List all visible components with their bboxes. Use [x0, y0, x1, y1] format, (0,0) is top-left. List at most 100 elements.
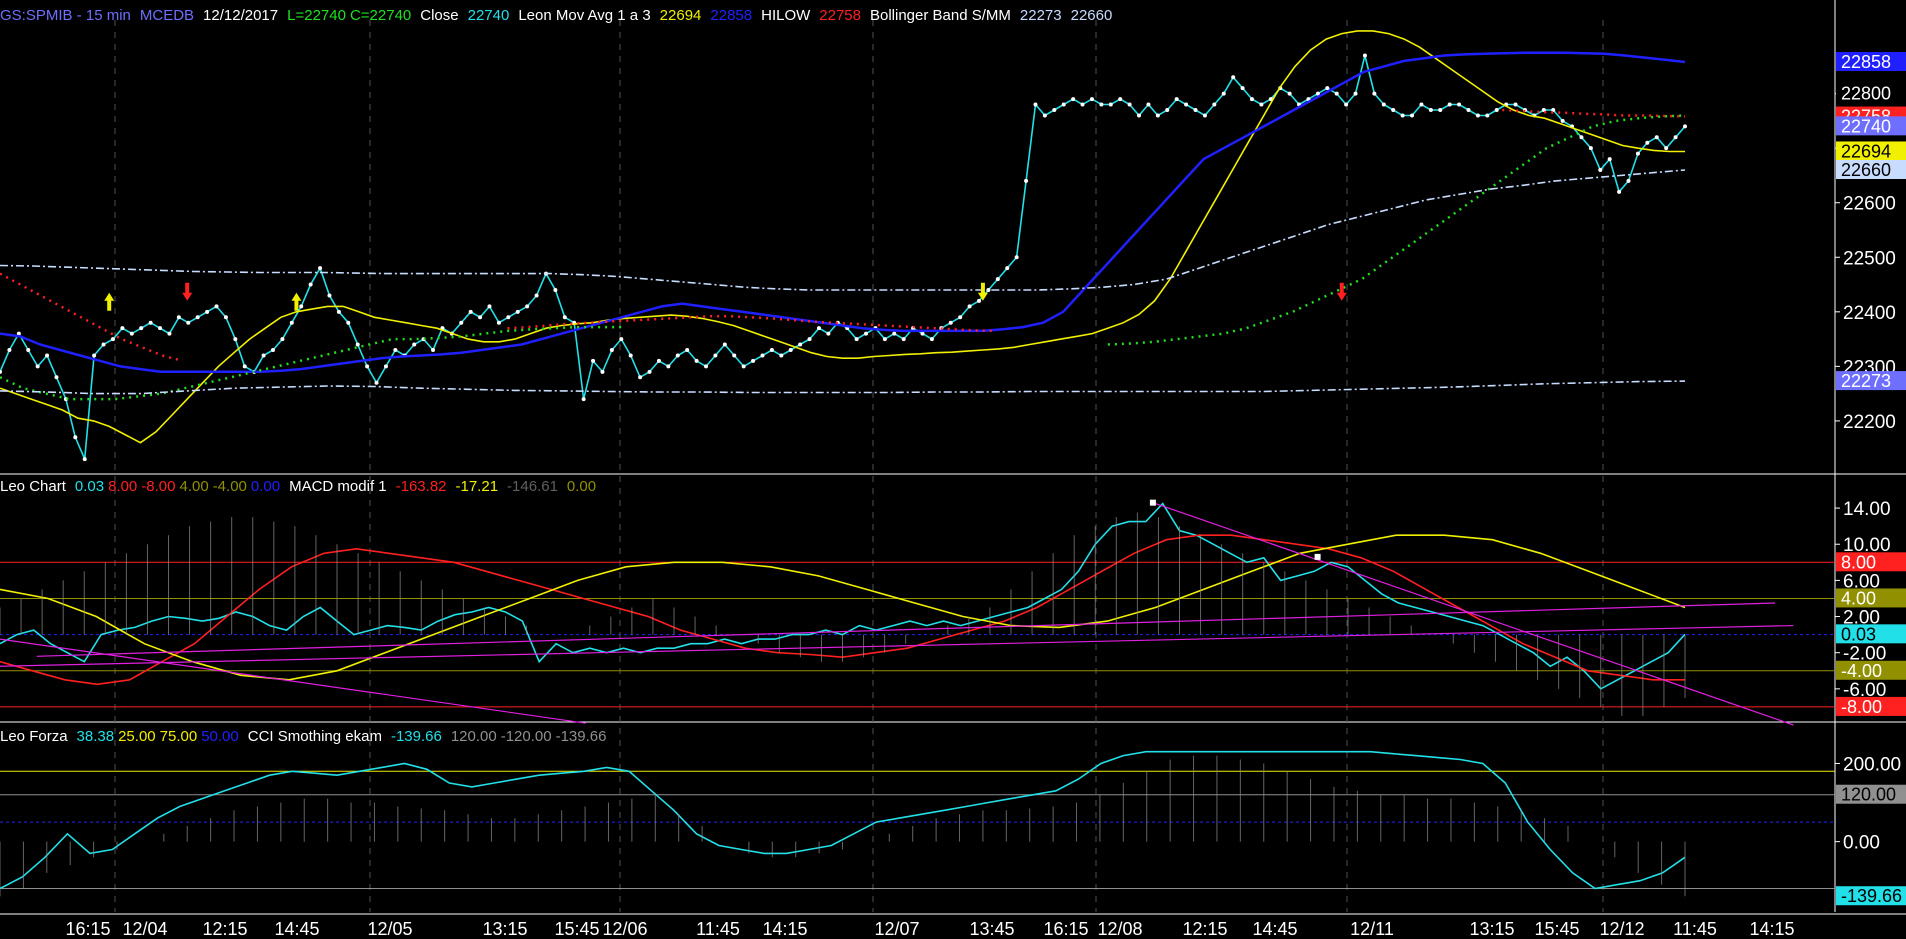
- value-badge-label: 22273: [1841, 371, 1891, 391]
- value-badge-label: -139.66: [1841, 886, 1902, 906]
- data-point: [1042, 113, 1047, 118]
- data-point: [1344, 102, 1349, 107]
- x-tick-label: 12/04: [122, 919, 167, 939]
- axis-tick-label: 22400: [1843, 303, 1896, 324]
- axis-tick-label: -6.00: [1843, 680, 1886, 701]
- data-point: [892, 331, 897, 336]
- legend-item: GS:SPMIB - 15 min: [0, 7, 131, 24]
- data-point: [1155, 113, 1160, 118]
- data-point: [176, 315, 181, 320]
- axis-tick-label: 2.00: [1843, 608, 1880, 629]
- data-point: [1334, 91, 1339, 96]
- value-badge-label: -4.00: [1841, 661, 1882, 681]
- legend-item: L=22740: [287, 7, 346, 24]
- data-point: [1061, 102, 1066, 107]
- x-tick-label: 12/05: [367, 919, 412, 939]
- data-point: [1607, 157, 1612, 162]
- data-point: [186, 320, 191, 325]
- sell-arrow-icon: [182, 282, 193, 301]
- data-point: [798, 342, 803, 347]
- legend-item: 50.00: [201, 728, 239, 745]
- data-point: [1560, 118, 1565, 123]
- data-point: [1673, 135, 1678, 140]
- x-tick-label: 13:15: [482, 919, 527, 939]
- data-point: [1127, 102, 1132, 107]
- data-point: [1645, 140, 1650, 145]
- x-tick-label: 14:45: [274, 919, 319, 939]
- data-point: [374, 380, 379, 385]
- legend-item: C=22740: [349, 7, 412, 24]
- data-point: [1005, 266, 1010, 271]
- data-point: [158, 326, 163, 331]
- data-point: [685, 348, 690, 352]
- data-point: [289, 320, 294, 325]
- legend-item: 22740: [467, 7, 510, 24]
- legend-item: -17.21: [455, 478, 499, 495]
- data-point: [129, 331, 134, 336]
- legend-item: 22660: [1070, 7, 1113, 24]
- data-point: [788, 348, 793, 352]
- axis-tick-label: 6.00: [1843, 571, 1880, 592]
- data-point: [1381, 102, 1386, 107]
- data-point: [54, 375, 59, 380]
- data-point: [346, 320, 351, 325]
- data-point: [110, 337, 115, 342]
- legend-item: Bollinger Band S/MM: [870, 7, 1011, 24]
- x-tick-label: 16:15: [1043, 919, 1088, 939]
- data-point: [609, 348, 614, 352]
- data-point: [214, 304, 219, 309]
- legend-item: Leo Chart: [0, 478, 66, 495]
- legend-item: 22273: [1019, 7, 1062, 24]
- data-point: [1410, 113, 1415, 118]
- trendline: [1152, 502, 1794, 726]
- legend-item: CCI Smothing ekam: [247, 728, 382, 745]
- data-point: [628, 353, 633, 358]
- series-line: [0, 114, 1686, 401]
- data-point: [1165, 108, 1170, 112]
- price-panel-legend: GS:SPMIB - 15 min MCEDB 12/12/2017 L=22740 C…: [0, 6, 1121, 26]
- legend-item: 4.00: [179, 478, 209, 495]
- trendline: [0, 638, 586, 724]
- data-point: [807, 337, 812, 342]
- data-point: [1475, 113, 1480, 118]
- data-point: [948, 320, 953, 325]
- x-tick-label: 13:15: [1469, 919, 1514, 939]
- series-line: [0, 30, 1685, 444]
- legend-item: 22758: [819, 7, 861, 24]
- value-badge-label: -8.00: [1841, 697, 1882, 717]
- data-point: [223, 315, 228, 320]
- x-tick-label: 13:45: [969, 919, 1014, 939]
- axis-tick-label: 10.00: [1843, 535, 1891, 556]
- data-point: [1513, 102, 1518, 107]
- data-point: [412, 342, 417, 347]
- data-point: [1598, 168, 1603, 172]
- axis-tick-label: 22200: [1843, 412, 1896, 433]
- pivot-marker: [1314, 553, 1321, 560]
- legend-item: 38.38: [76, 728, 115, 745]
- data-point: [854, 337, 859, 342]
- data-point: [355, 342, 360, 347]
- axis-tick-label: 22600: [1843, 194, 1896, 215]
- data-point: [1259, 102, 1264, 107]
- data-point: [976, 298, 981, 303]
- data-point: [1014, 255, 1019, 260]
- data-point: [1551, 108, 1556, 112]
- data-point: [1683, 124, 1687, 129]
- value-badge-label: 4.00: [1841, 588, 1876, 608]
- data-point: [478, 315, 483, 320]
- value-badge-label: 0.03: [1841, 624, 1876, 644]
- data-point: [101, 342, 106, 347]
- data-point: [195, 315, 200, 320]
- series-line: [0, 55, 1686, 460]
- value-badge: [1836, 371, 1906, 391]
- data-point: [929, 337, 934, 342]
- data-point: [882, 337, 887, 342]
- data-point: [468, 309, 473, 314]
- value-badge: [1836, 141, 1906, 161]
- data-point: [1485, 113, 1490, 118]
- data-point: [1024, 178, 1029, 183]
- data-point: [261, 353, 266, 358]
- data-point: [581, 397, 586, 402]
- axis-tick-label: -2.00: [1843, 644, 1886, 665]
